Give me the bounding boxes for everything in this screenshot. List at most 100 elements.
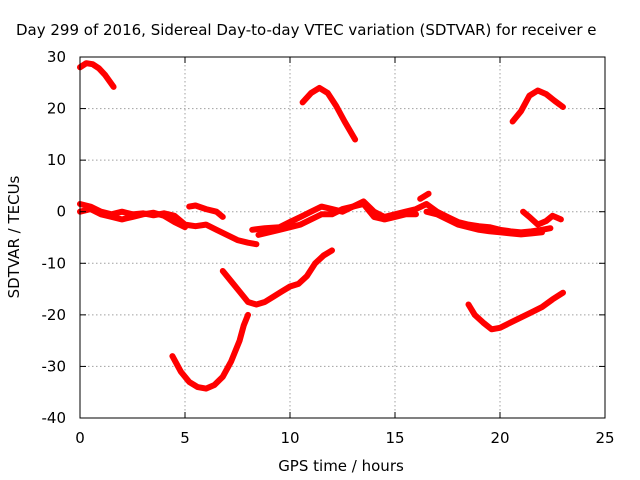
data-point	[224, 232, 230, 238]
data-point	[140, 211, 146, 217]
data-point	[249, 227, 255, 233]
data-point	[543, 91, 549, 97]
data-point	[426, 191, 432, 197]
y-tick-label: 30	[47, 48, 66, 66]
data-point	[220, 268, 226, 274]
data-point	[228, 278, 234, 284]
data-point	[262, 225, 268, 231]
data-point	[413, 211, 419, 217]
data-point	[88, 206, 93, 212]
data-point	[220, 214, 226, 220]
data-point	[304, 273, 310, 279]
series-arc-3	[509, 87, 566, 125]
data-point	[526, 214, 532, 220]
data-point	[300, 99, 306, 105]
x-tick-label: 5	[180, 429, 190, 447]
y-tick-label: 10	[47, 151, 66, 169]
series-arc-13	[219, 247, 335, 308]
data-point	[172, 219, 177, 225]
plot-frame	[79, 56, 606, 419]
data-point	[193, 203, 198, 208]
data-point	[111, 84, 117, 90]
data-point	[508, 320, 513, 326]
data-point	[102, 72, 108, 78]
data-point	[245, 312, 251, 318]
data-point	[371, 214, 377, 220]
data-point	[83, 60, 89, 66]
data-point	[529, 309, 534, 315]
data-point	[186, 379, 192, 385]
data-point	[151, 210, 156, 216]
data-point	[539, 229, 545, 235]
chart-title: Day 299 of 2016, Sidereal Day-to-day VTE…	[16, 21, 597, 39]
data-point	[220, 374, 226, 380]
data-point	[237, 338, 243, 344]
data-point	[308, 216, 314, 222]
data-point	[489, 326, 495, 332]
x-tick-label: 10	[280, 429, 299, 447]
data-point	[193, 223, 198, 229]
data-point	[277, 227, 282, 233]
data-point	[119, 216, 125, 222]
data-point	[466, 224, 471, 230]
data-point	[90, 61, 96, 67]
data-point	[535, 88, 541, 93]
data-point	[253, 302, 259, 307]
data-point	[186, 204, 192, 210]
data-point	[352, 137, 358, 142]
x-tick-label: 20	[490, 429, 509, 447]
data-point	[518, 231, 524, 237]
data-point	[543, 218, 549, 224]
data-point	[182, 224, 188, 230]
x-axis-label: GPS time / hours	[278, 457, 404, 475]
data-point	[350, 204, 356, 210]
data-point	[497, 325, 503, 331]
data-point	[319, 204, 324, 210]
data-point	[237, 289, 243, 295]
data-point	[96, 65, 102, 71]
y-tick-label: -20	[42, 306, 67, 324]
data-point	[211, 382, 217, 388]
data-point	[325, 90, 331, 96]
data-point	[466, 302, 471, 307]
data-point	[298, 222, 303, 228]
data-point	[203, 222, 209, 228]
data-point	[403, 211, 408, 217]
y-tick-label: 0	[56, 203, 66, 221]
data-point	[424, 201, 429, 207]
data-point	[266, 229, 272, 235]
data-point	[520, 209, 526, 215]
data-point	[253, 241, 259, 247]
data-point	[256, 232, 261, 238]
data-point	[480, 320, 486, 326]
data-point	[245, 240, 251, 246]
data-series	[77, 60, 566, 392]
data-point	[547, 225, 553, 231]
data-point	[312, 260, 318, 266]
data-point	[203, 386, 209, 392]
y-axis-label: SDTVAR / TECUs	[5, 175, 23, 298]
series-arc-4	[77, 201, 260, 248]
series-arc-1	[77, 60, 117, 90]
data-point	[195, 384, 201, 390]
data-point	[476, 227, 482, 233]
data-point	[342, 119, 348, 124]
data-point	[526, 93, 532, 99]
data-point	[455, 222, 461, 228]
data-point	[560, 104, 566, 110]
data-point	[529, 230, 534, 236]
data-point	[550, 296, 555, 302]
data-point	[550, 213, 555, 219]
data-point	[295, 281, 301, 287]
data-point	[417, 196, 423, 202]
data-point	[321, 253, 327, 258]
grid	[80, 57, 605, 418]
data-point	[178, 369, 184, 375]
data-point	[98, 211, 104, 217]
data-point	[472, 312, 478, 318]
data-point	[333, 103, 339, 109]
data-point	[510, 119, 516, 124]
data-point	[316, 85, 322, 91]
data-point	[109, 214, 114, 220]
